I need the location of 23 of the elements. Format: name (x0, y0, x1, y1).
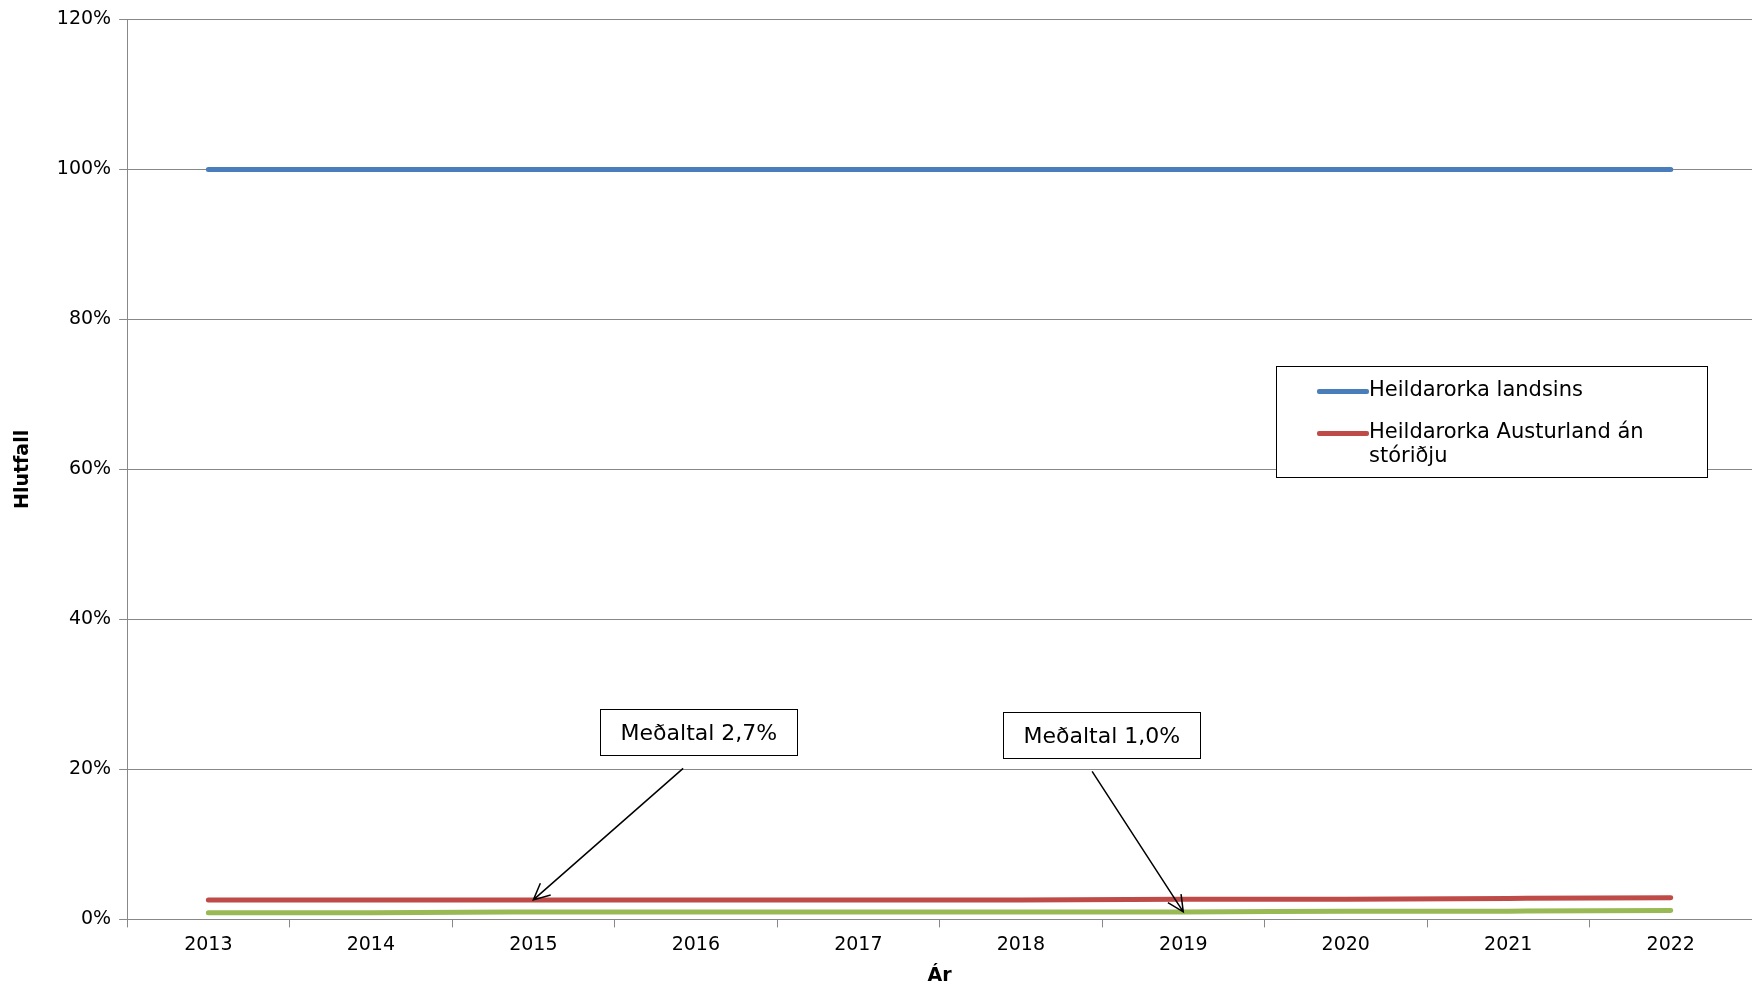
y-tick-label: 0% (80, 906, 112, 929)
x-tick-label: 2013 (184, 931, 233, 954)
legend-label: Heildarorka landsins (1369, 376, 1583, 401)
x-tick-label: 2014 (346, 931, 396, 954)
legend-label: Heildarorka Austurland án stóriðju (1369, 418, 1645, 467)
x-axis-title: Ár (927, 962, 953, 985)
y-tick-label: 60% (68, 456, 112, 479)
y-tick-label: 40% (68, 606, 112, 629)
x-tick-label: 2015 (509, 931, 558, 954)
y-tick-label: 120% (56, 6, 112, 29)
y-tick-label: 100% (56, 156, 112, 179)
x-tick-label: 2020 (1321, 931, 1370, 954)
annotation: Meðaltal 1,0% (1002, 712, 1202, 760)
y-tick-label: 80% (68, 306, 112, 329)
annotation: Meðaltal 2,7% (599, 709, 799, 757)
y-tick-label: 20% (68, 756, 112, 779)
x-tick-label: 2016 (671, 931, 721, 954)
y-axis-title: Hlutfall (10, 429, 33, 509)
x-tick-label: 2021 (1484, 931, 1533, 954)
x-tick-label: 2018 (996, 931, 1045, 954)
x-tick-label: 2017 (834, 931, 883, 954)
x-tick-label: 2022 (1646, 931, 1695, 954)
x-tick-label: 2019 (1159, 931, 1208, 954)
